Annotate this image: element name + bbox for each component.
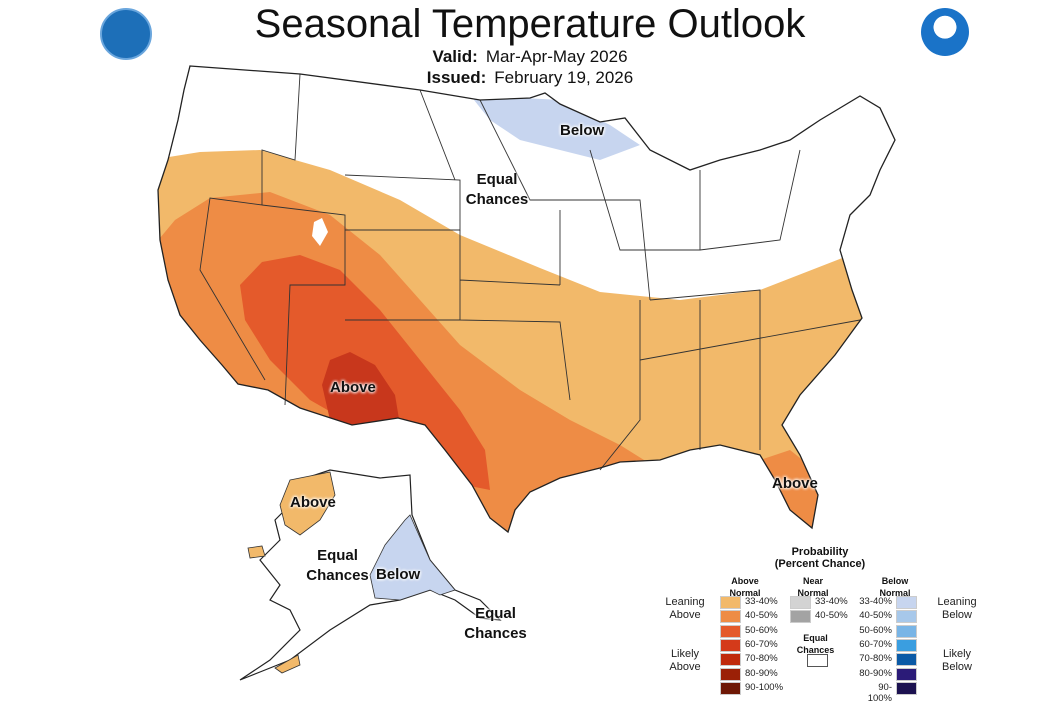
label-ak-below: Below [376, 566, 421, 583]
valid-line: Valid: Mar-Apr-May 2026 [0, 47, 1060, 67]
label-ak-equal-se: Equal Chances [464, 605, 527, 642]
legend-range-near: 33-40% [815, 596, 848, 607]
label-conus-above-fl: Above [772, 475, 818, 492]
below-region [470, 95, 640, 160]
valid-value: Mar-Apr-May 2026 [485, 47, 628, 66]
legend-range-below: 80-90% [859, 667, 892, 679]
legend-swatch-near [790, 610, 811, 624]
above-60-70-region [322, 352, 400, 430]
legend-range-below: 90-100% [867, 681, 892, 704]
state-borders [199, 73, 861, 471]
issued-label: Issued: [426, 68, 487, 87]
label-conus-equal: Equal Chances [465, 171, 529, 208]
legend-above-header: Above Normal [729, 576, 761, 598]
legend-leaning-above: Leaning Above [665, 596, 705, 621]
legend-swatch-below [896, 610, 917, 624]
valid-label: Valid: [432, 47, 478, 66]
noaa-logo [921, 8, 969, 56]
legend-range-above: 33-40% [745, 596, 778, 607]
legend-swatch-equal [807, 654, 828, 667]
legend-swatch-near [790, 596, 811, 609]
label-conus-below: Below [560, 122, 605, 139]
legend-likely-above: Likely Above [669, 648, 701, 673]
legend-swatch-above [720, 638, 741, 652]
legend-range-below: 40-50% [859, 610, 892, 622]
doc-seal-logo [100, 8, 152, 60]
legend-range-above: 40-50% [745, 610, 778, 622]
legend-range-above: 80-90% [745, 667, 778, 679]
legend-swatch-above [720, 681, 741, 695]
alaska [239, 469, 502, 681]
legend-swatch-above [720, 624, 741, 638]
legend-range-below: 33-40% [859, 596, 892, 607]
legend-range-above: 70-80% [745, 653, 778, 665]
legend-swatch-above [720, 653, 741, 667]
legend-swatch-below [896, 638, 917, 652]
legend-range-above: 50-60% [745, 624, 778, 636]
legend-swatch-above [720, 667, 741, 681]
label-conus-above-sw: Above [330, 379, 376, 396]
legend-subtitle: (Percent Chance) [774, 558, 866, 570]
issued-line: Issued: February 19, 2026 [0, 68, 1060, 88]
legend-range-above: 60-70% [745, 638, 778, 650]
legend-swatch-above [720, 596, 741, 609]
issued-value: February 19, 2026 [494, 68, 634, 87]
legend-leaning-below: Leaning Below [937, 596, 977, 621]
legend-near-header: Near Normal [797, 576, 829, 598]
legend-title: Probability [791, 546, 849, 558]
legend-swatch-below [896, 624, 917, 638]
legend-range-below: 50-60% [859, 624, 892, 636]
above-40-50-florida [760, 450, 825, 532]
legend-range-below: 70-80% [859, 653, 892, 665]
legend-swatch-above [720, 610, 741, 624]
page-title: Seasonal Temperature Outlook [254, 2, 806, 46]
label-ak-equal: Equal Chances [306, 547, 369, 584]
legend-below-header: Below Normal [879, 576, 911, 598]
legend-swatch-below [896, 667, 917, 681]
legend-likely-below: Likely Below [942, 648, 972, 673]
legend-swatch-below [896, 653, 917, 667]
legend-range-above: 90-100% [745, 681, 784, 693]
legend-equal-chances: Equal Chances [796, 633, 835, 655]
label-ak-above: Above [290, 494, 336, 511]
legend-swatch-below [896, 596, 917, 609]
legend-range-below: 60-70% [859, 638, 892, 650]
legend-range-near: 40-50% [815, 610, 848, 622]
conus-outline [157, 65, 896, 534]
legend-swatch-below [896, 681, 917, 695]
